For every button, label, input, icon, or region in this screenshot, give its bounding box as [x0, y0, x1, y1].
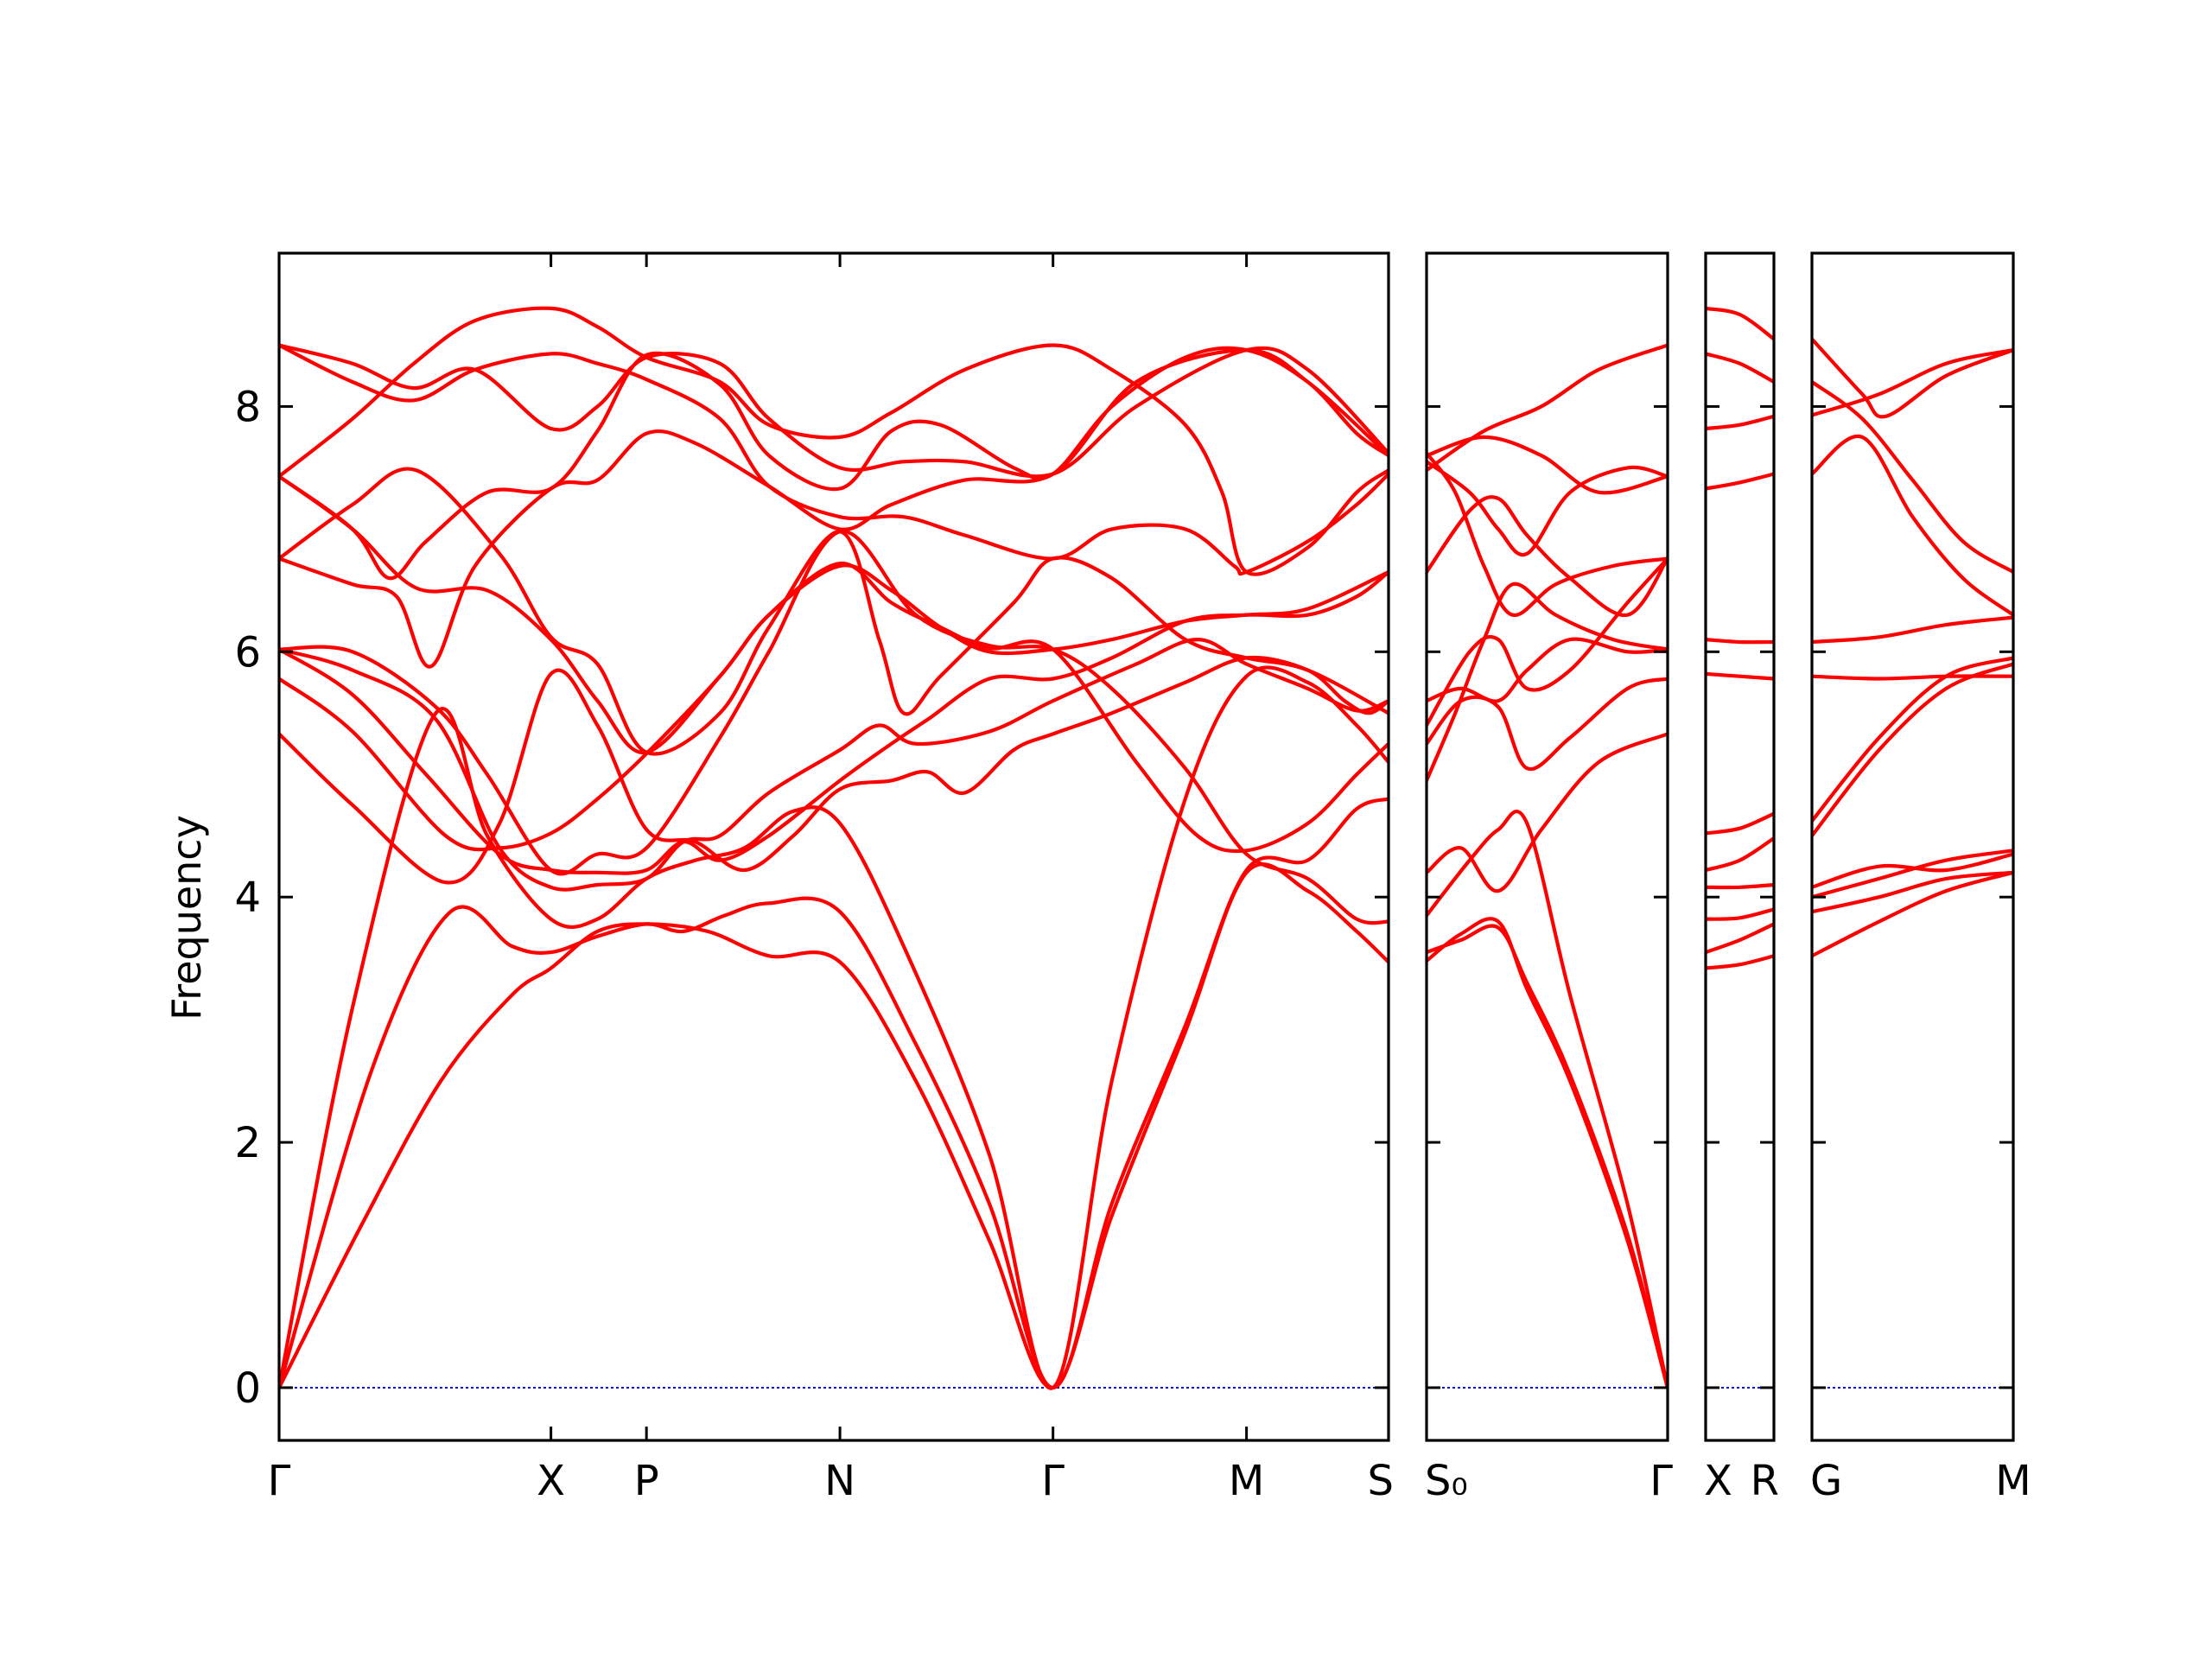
band-line	[1812, 662, 2013, 838]
x-tick-label: Γ	[1649, 1457, 1673, 1505]
x-tick-label: M	[1229, 1457, 1264, 1505]
band-line	[1706, 472, 1774, 491]
band-line	[1427, 924, 1668, 1390]
band-line	[1812, 379, 2013, 575]
band-panel-2: S₀ Γ	[1425, 251, 1673, 1505]
band-line	[1427, 582, 1668, 783]
band-line	[279, 861, 1389, 1390]
x-tick-label: X	[537, 1457, 565, 1505]
band-line	[1812, 852, 2013, 889]
axes-frame	[1704, 251, 1776, 1442]
band-line	[1427, 917, 1668, 1390]
band-line	[1427, 637, 1668, 703]
band-line	[1812, 337, 2013, 419]
band-line	[1812, 870, 2013, 914]
axes-frame	[1425, 251, 1669, 1442]
band-line	[1706, 882, 1774, 890]
band-line	[1427, 556, 1668, 728]
band-lines	[279, 306, 1389, 1390]
band-line	[1427, 495, 1668, 617]
band-line	[1812, 434, 2013, 617]
y-tick-label: 4	[234, 874, 261, 922]
x-tick-label: G	[1810, 1457, 1842, 1505]
band-line	[1427, 732, 1668, 893]
y-axis-label: Frequency	[163, 815, 210, 1020]
band-line	[1812, 615, 2013, 645]
x-tick-label: S₀	[1425, 1457, 1468, 1505]
y-tick-label: 0	[234, 1364, 261, 1413]
axes-frame	[1810, 251, 2015, 1442]
band-line	[1427, 451, 1668, 617]
band-line	[1706, 352, 1774, 385]
x-tick-label: M	[1995, 1457, 2031, 1505]
band-line	[1706, 671, 1774, 681]
x-tick-label: N	[824, 1457, 855, 1505]
band-line	[1706, 836, 1774, 873]
band-lines	[1812, 337, 2013, 958]
band-line	[279, 348, 1389, 669]
band-line	[1706, 811, 1774, 836]
band-line	[279, 638, 1389, 892]
band-line	[1812, 674, 2013, 681]
band-line	[1812, 656, 2013, 823]
band-lines	[1706, 306, 1774, 970]
x-tick-label: Γ	[268, 1457, 291, 1505]
band-line	[1706, 414, 1774, 431]
y-tick-label: 6	[234, 628, 261, 677]
band-line	[1706, 306, 1774, 341]
band-line	[279, 569, 1389, 875]
x-tick-label: P	[634, 1457, 659, 1505]
band-line	[279, 306, 1389, 576]
band-line	[279, 467, 1389, 756]
x-tick-label: Γ	[1041, 1457, 1065, 1505]
band-line	[1427, 460, 1668, 557]
band-line	[279, 343, 1389, 479]
band-line	[279, 346, 1389, 581]
band-line	[1427, 343, 1668, 473]
band-line	[1812, 348, 2013, 417]
band-lines	[1427, 343, 1668, 1390]
band-line	[1706, 907, 1774, 921]
band-line	[1706, 638, 1774, 645]
band-line	[279, 343, 1389, 576]
band-line	[279, 474, 1389, 854]
chart-panels: Γ X P N Γ M S S₀ Γ X R G M	[268, 251, 2031, 1505]
band-line	[1427, 809, 1668, 1390]
band-line	[279, 797, 1389, 1390]
y-tick-labels: 0 2 4 6 8	[234, 383, 261, 1413]
axes-frame	[277, 251, 1390, 1442]
x-tick-label: X	[1704, 1457, 1732, 1505]
band-line	[1706, 922, 1774, 955]
x-tick-label: S	[1368, 1457, 1394, 1505]
band-line	[279, 665, 1389, 1390]
band-line	[1706, 954, 1774, 970]
y-tick-label: 8	[234, 383, 261, 431]
band-line	[1812, 870, 2013, 958]
x-tick-label: R	[1751, 1457, 1779, 1505]
y-tick-label: 2	[234, 1119, 261, 1167]
